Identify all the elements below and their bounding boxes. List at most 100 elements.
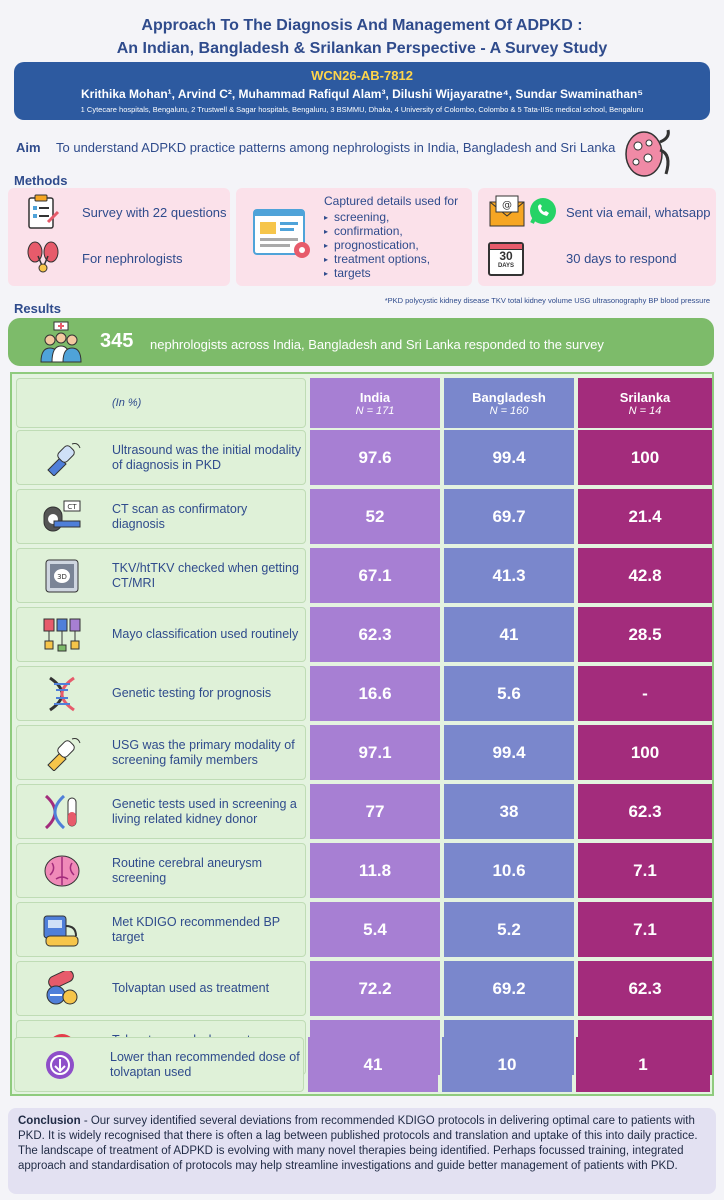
table-header-row: (In %) India N = 171 Bangladesh N = 160 … — [12, 376, 712, 428]
poster-title: Approach To The Diagnosis And Management… — [0, 14, 724, 60]
respondents-banner: 345 nephrologists across India, Banglade… — [8, 318, 714, 366]
conclusion-label: Conclusion — [18, 1115, 81, 1127]
value-bangladesh: 10 — [442, 1037, 572, 1092]
value-bangladesh: 5.6 — [444, 666, 574, 721]
sent-via-text: Sent via email, whatsapp — [566, 205, 711, 220]
ultrasound-probe-icon — [47, 443, 81, 476]
captured-item: prognostication, — [324, 238, 430, 253]
row-label: Genetic testing for prognosis — [112, 686, 272, 700]
row-label: Genetic tests used in screening a living… — [112, 796, 297, 826]
row-label-cell — [16, 430, 306, 485]
value-bangladesh: 5.2 — [444, 902, 574, 957]
value-india: 62.3 — [310, 607, 440, 662]
row-label: Ultrasound was the initial modality of d… — [112, 442, 301, 472]
title-line-1: Approach To The Diagnosis And Management… — [141, 17, 583, 34]
value-srilanka: 62.3 — [578, 961, 712, 1016]
kidney-cyst-icon — [625, 129, 670, 177]
value-srilanka: 100 — [578, 725, 712, 780]
row-label: USG was the primary modality of screenin… — [112, 737, 295, 767]
down-arrow-circle-icon — [46, 1051, 74, 1079]
abstract-code: WCN26-AB-7812 — [311, 68, 413, 83]
value-india: 16.6 — [310, 666, 440, 721]
row-label-cell — [16, 961, 306, 1016]
column-n: N = 160 — [489, 404, 529, 417]
svg-text:@: @ — [502, 200, 512, 211]
authors-box: WCN26-AB-7812 Krithika Mohan¹, Arvind C²… — [14, 62, 710, 120]
value-bangladesh: 41.3 — [444, 548, 574, 603]
table-row: Met KDIGO recommended BP target 5.4 5.2 … — [12, 900, 712, 959]
value-bangladesh: 99.4 — [444, 430, 574, 485]
value-srilanka: - — [578, 666, 712, 721]
table-row: USG was the primary modality of screenin… — [12, 723, 712, 782]
title-line-2: An Indian, Bangladesh & Srilankan Perspe… — [116, 40, 608, 57]
value-bangladesh: 69.2 — [444, 961, 574, 1016]
bp-monitor-icon — [43, 915, 79, 947]
row-label: Tolvaptan used as treatment — [112, 981, 270, 995]
aim-text: To understand ADPKD practice patterns am… — [56, 140, 616, 155]
author-affiliations: 1 Cytecare hospitals, Bengaluru, 2 Trust… — [80, 105, 644, 114]
row-label-cell — [16, 843, 306, 898]
value-india: 52 — [310, 489, 440, 544]
unit-label: (In %) — [112, 396, 142, 409]
row-label: Lower than recommended dose of tolvaptan… — [110, 1049, 300, 1079]
column-name: India — [359, 389, 391, 405]
table-row: Routine cerebral aneurysm screening 11.8… — [12, 841, 712, 900]
value-srilanka: 7.1 — [578, 843, 712, 898]
brain-icon — [44, 855, 80, 887]
table-row: Genetic tests used in screening a living… — [12, 782, 712, 841]
calendar-number: 30 — [499, 249, 513, 263]
table-row: CT CT scan as confirmatory diagnosis 52 … — [12, 487, 712, 546]
value-bangladesh: 10.6 — [444, 843, 574, 898]
row-label-cell — [16, 607, 306, 662]
value-bangladesh: 41 — [444, 607, 574, 662]
value-india: 11.8 — [310, 843, 440, 898]
whatsapp-icon — [530, 198, 556, 224]
svg-text:3D: 3D — [57, 573, 67, 581]
value-srilanka: 100 — [578, 430, 712, 485]
calendar-unit: DAYS — [497, 263, 515, 269]
table-row: 3D TKV/htTKV checked when getting CT/MRI… — [12, 546, 712, 605]
survey-questions-text: Survey with 22 questions — [82, 205, 227, 220]
doctors-group-icon — [40, 321, 82, 363]
email-icon: @ — [489, 195, 525, 227]
row-label-cell — [16, 489, 306, 544]
header-label-cell — [16, 378, 306, 428]
column-header-bangladesh: Bangladesh N = 160 — [444, 378, 574, 428]
pills-icon — [46, 971, 78, 1005]
row-label: TKV/htTKV checked when getting CT/MRI — [112, 560, 299, 590]
value-bangladesh: 99.4 — [444, 725, 574, 780]
column-header-srilanka: Srilanka N = 14 — [578, 378, 712, 428]
value-india: 67.1 — [310, 548, 440, 603]
row-label: Mayo classification used routinely — [112, 627, 299, 641]
dna-test-tube-icon — [44, 794, 77, 830]
respondents-count: 345 — [100, 330, 134, 352]
row-label: Routine cerebral aneurysm screening — [112, 855, 263, 885]
value-srilanka: 21.4 — [578, 489, 712, 544]
value-srilanka: 1 — [576, 1037, 710, 1092]
captured-item: screening, — [324, 210, 430, 225]
value-india: 72.2 — [310, 961, 440, 1016]
value-bangladesh: 69.7 — [444, 489, 574, 544]
respond-days-text: 30 days to respond — [566, 251, 677, 266]
conclusion-box: Conclusion - Our survey identified sever… — [8, 1108, 716, 1194]
column-header-india: India N = 171 — [310, 378, 440, 428]
value-bangladesh: 38 — [444, 784, 574, 839]
column-n: N = 14 — [628, 404, 662, 417]
abbreviations-note: *PKD polycystic kidney disease TKV total… — [384, 296, 710, 305]
value-srilanka: 28.5 — [578, 607, 712, 662]
results-table: (In %) India N = 171 Bangladesh N = 160 … — [10, 372, 714, 1096]
table-row: Genetic testing for prognosis 16.6 5.6 - — [12, 664, 712, 723]
nephrologists-text: For nephrologists — [82, 251, 183, 266]
column-name: Srilanka — [619, 389, 671, 405]
ct-scanner-icon: CT — [43, 500, 81, 532]
respondents-text: nephrologists across India, Bangladesh a… — [150, 337, 604, 352]
browser-data-icon — [253, 209, 310, 258]
table-row: Mayo classification used routinely 62.3 … — [12, 605, 712, 664]
survey-clipboard-icon — [28, 194, 60, 229]
author-names: Krithika Mohan¹, Arvind C², Muhammad Raf… — [81, 87, 643, 101]
value-india: 77 — [310, 784, 440, 839]
conclusion-text: - Our survey identified several deviatio… — [18, 1115, 698, 1172]
ultrasound-probe-icon — [47, 738, 81, 771]
aim-label: Aim — [16, 140, 41, 155]
svg-text:CT: CT — [67, 503, 77, 511]
